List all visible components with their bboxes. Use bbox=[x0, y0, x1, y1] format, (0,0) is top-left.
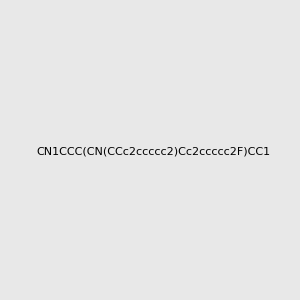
Text: CN1CCC(CN(CCc2ccccc2)Cc2ccccc2F)CC1: CN1CCC(CN(CCc2ccccc2)Cc2ccccc2F)CC1 bbox=[37, 146, 271, 157]
